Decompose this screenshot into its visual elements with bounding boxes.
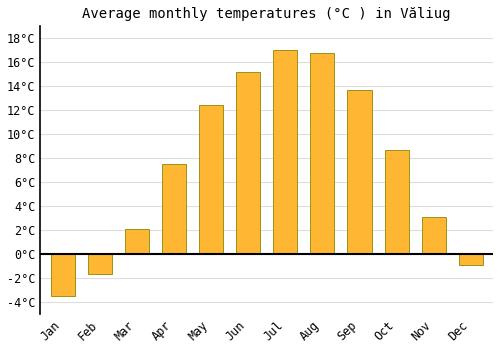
- Bar: [384, 150, 408, 254]
- Bar: [124, 229, 149, 254]
- Bar: [88, 254, 112, 274]
- Bar: [162, 164, 186, 254]
- Bar: [422, 217, 446, 254]
- Title: Average monthly temperatures (°C ) in Văliug: Average monthly temperatures (°C ) in Vă…: [82, 7, 451, 21]
- Bar: [199, 105, 223, 254]
- Bar: [50, 254, 74, 296]
- Bar: [236, 72, 260, 254]
- Bar: [348, 90, 372, 254]
- Bar: [273, 50, 297, 254]
- Bar: [458, 254, 483, 265]
- Bar: [310, 52, 334, 254]
